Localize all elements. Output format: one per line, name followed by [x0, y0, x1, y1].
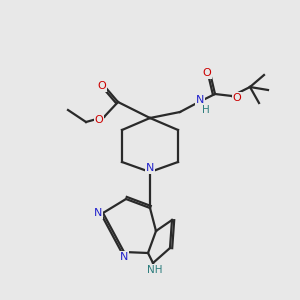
Text: O: O — [98, 81, 106, 91]
Text: O: O — [202, 68, 211, 78]
Text: NH: NH — [147, 265, 163, 275]
Text: O: O — [94, 115, 103, 125]
Text: H: H — [202, 105, 210, 115]
Text: N: N — [146, 163, 154, 173]
Text: N: N — [196, 95, 204, 105]
Text: N: N — [94, 208, 102, 218]
Text: O: O — [232, 93, 242, 103]
Text: N: N — [120, 252, 128, 262]
